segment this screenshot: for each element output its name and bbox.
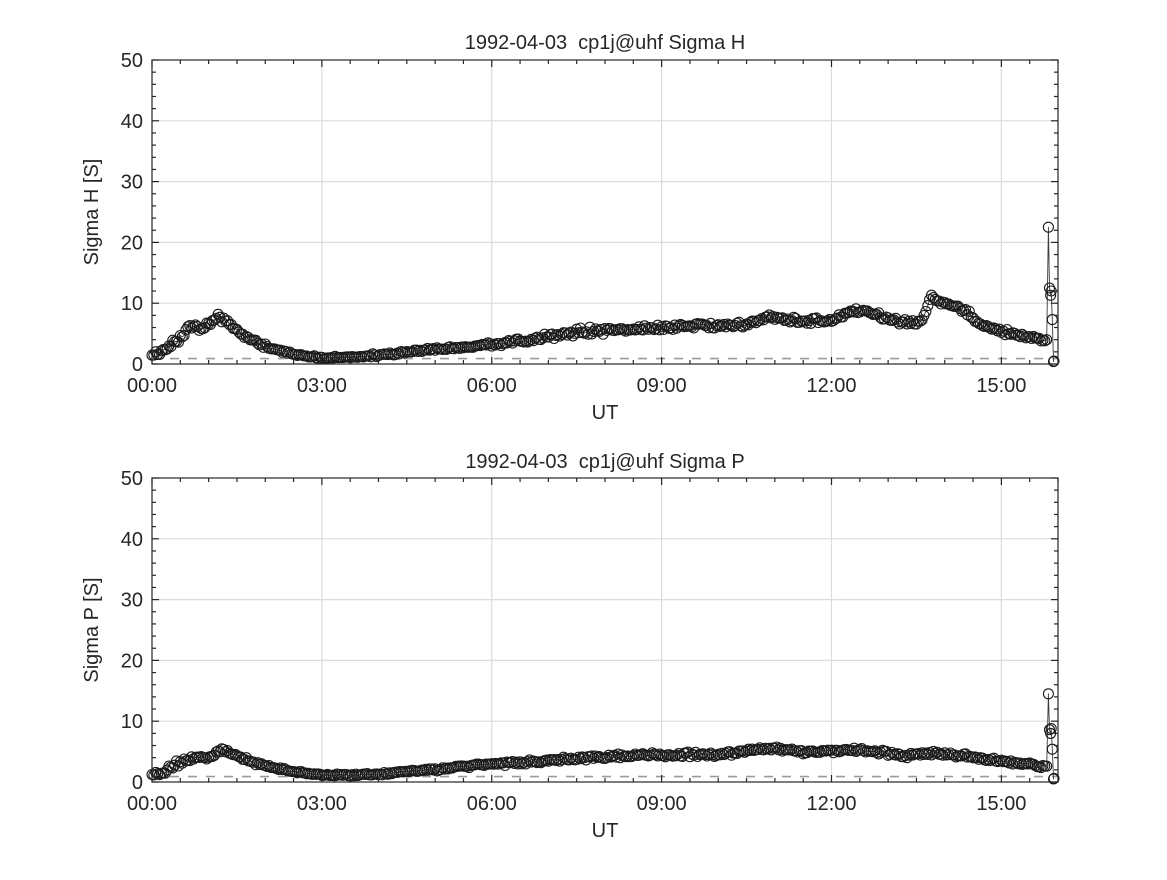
y-tick-label: 50 bbox=[121, 468, 143, 490]
grid-lines bbox=[152, 478, 1058, 782]
y-tick-label: 0 bbox=[132, 354, 143, 376]
x-tick-labels: 00:00 03:00 06:00 09:00 12:00 15:00 bbox=[127, 793, 1026, 815]
y-tick-label: 20 bbox=[121, 232, 143, 254]
y-tick-label: 20 bbox=[121, 650, 143, 672]
x-tick-label: 06:00 bbox=[467, 375, 517, 397]
data-series bbox=[146, 688, 1060, 785]
axes-box-and-ticks bbox=[151, 477, 1059, 783]
y-tick-label: 50 bbox=[121, 50, 143, 72]
x-tick-label: 12:00 bbox=[806, 375, 856, 397]
y-tick-label: 10 bbox=[121, 711, 143, 733]
y-axis-label: Sigma H [S] bbox=[81, 159, 103, 266]
x-tick-label: 09:00 bbox=[637, 793, 687, 815]
x-tick-labels: 00:00 03:00 06:00 09:00 12:00 15:00 bbox=[127, 375, 1026, 397]
x-tick-label: 00:00 bbox=[127, 375, 177, 397]
chart-title: 1992-04-03 cp1j@uhf Sigma H bbox=[465, 32, 745, 54]
y-tick-label: 40 bbox=[121, 111, 143, 133]
x-axis-label: UT bbox=[592, 402, 619, 424]
subplot-sigma-h: 00:00 03:00 06:00 09:00 12:00 15:00 0 10 20 30 40… bbox=[81, 32, 1060, 424]
y-tick-label: 30 bbox=[121, 590, 143, 612]
x-tick-label: 15:00 bbox=[976, 375, 1026, 397]
x-tick-label: 03:00 bbox=[297, 375, 347, 397]
x-tick-label: 15:00 bbox=[976, 793, 1026, 815]
chart-title: 1992-04-03 cp1j@uhf Sigma P bbox=[465, 451, 744, 473]
axes-box-and-ticks bbox=[151, 59, 1059, 365]
data-series bbox=[146, 221, 1060, 368]
x-tick-label: 03:00 bbox=[297, 793, 347, 815]
grid-lines bbox=[152, 60, 1058, 364]
y-axis-label: Sigma P [S] bbox=[81, 577, 103, 682]
x-tick-label: 00:00 bbox=[127, 793, 177, 815]
x-tick-label: 09:00 bbox=[637, 375, 687, 397]
x-axis-label: UT bbox=[592, 820, 619, 842]
y-tick-label: 0 bbox=[132, 772, 143, 794]
y-tick-label: 40 bbox=[121, 529, 143, 551]
x-tick-label: 06:00 bbox=[467, 793, 517, 815]
y-tick-label: 30 bbox=[121, 172, 143, 194]
y-tick-labels: 0 10 20 30 40 50 bbox=[121, 468, 143, 794]
subplot-sigma-p: 00:00 03:00 06:00 09:00 12:00 15:00 0 10 20 30 40… bbox=[81, 451, 1060, 842]
y-tick-labels: 0 10 20 30 40 50 bbox=[121, 50, 143, 376]
x-tick-label: 12:00 bbox=[806, 793, 856, 815]
y-tick-label: 10 bbox=[121, 293, 143, 315]
